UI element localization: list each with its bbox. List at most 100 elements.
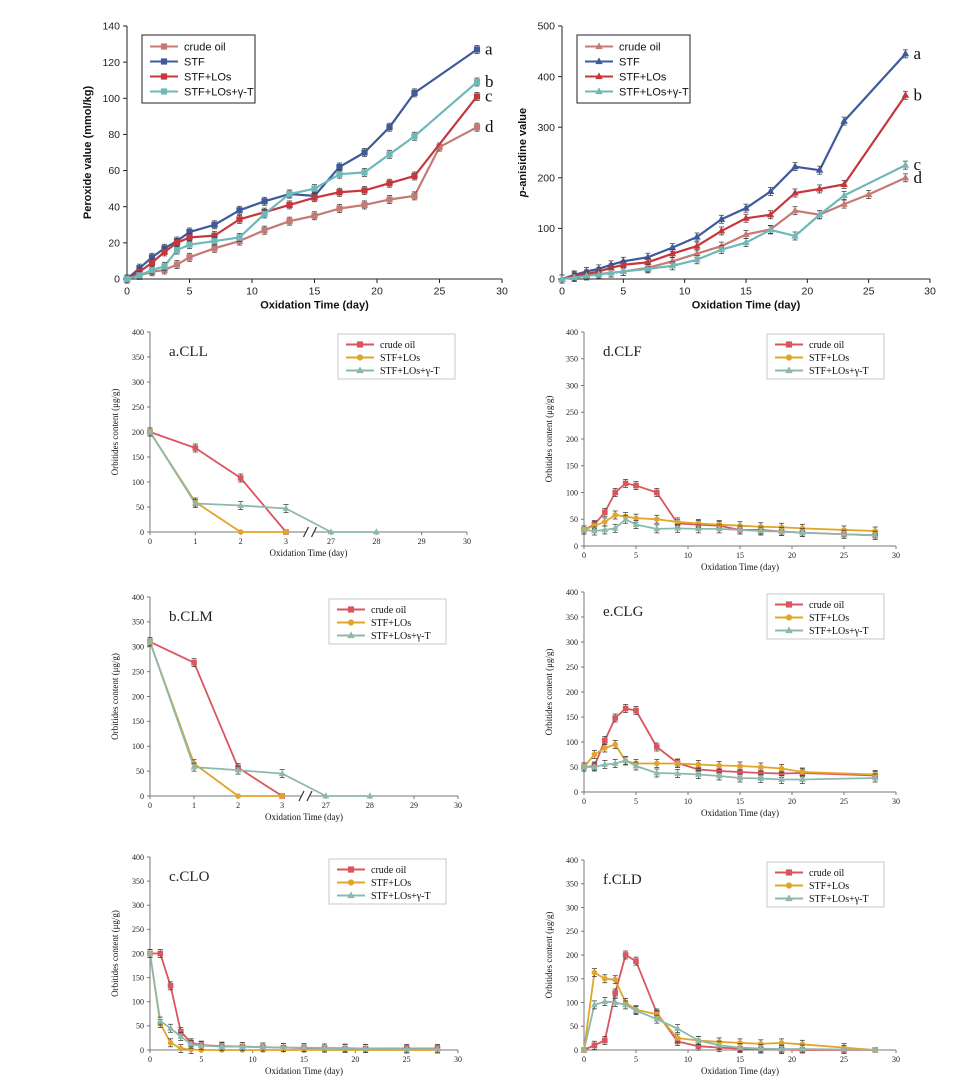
legend: crude oil STF+LOs STF+LOs+γ-T <box>328 598 447 645</box>
data-point <box>602 519 608 525</box>
data-point <box>361 169 368 176</box>
chart-cll: 0 50 100 150 200 250 300 350 400 0 1 2 3 27 28 29 30 Oxid… <box>110 328 471 558</box>
data-point <box>799 528 806 535</box>
data-point <box>633 482 639 489</box>
data-point <box>286 190 293 198</box>
data-point <box>311 194 318 201</box>
data-point <box>695 525 702 532</box>
y-tick-label: 350 <box>132 618 144 627</box>
data-point <box>362 1044 369 1051</box>
series-line <box>126 81 478 281</box>
series-line <box>149 641 370 797</box>
data-point <box>791 206 799 214</box>
legend-label: crude oil <box>184 41 226 53</box>
y-tick-label: 250 <box>566 927 578 936</box>
legend: crude oil STF STF+LOs STF+LOs+γ-T <box>141 34 256 104</box>
legend-marker <box>785 894 793 902</box>
data-point <box>386 124 393 131</box>
y-tick-label: 400 <box>132 593 144 602</box>
data-point <box>580 763 588 770</box>
x-tick-label: 0 <box>148 537 152 546</box>
data-point <box>611 759 619 766</box>
data-point <box>177 1032 185 1039</box>
series-stf-los <box>147 637 285 799</box>
data-point <box>167 1024 174 1031</box>
legend-marker <box>160 58 168 65</box>
x-tick-label: 28 <box>372 537 380 546</box>
legend-marker <box>347 619 355 626</box>
data-point <box>311 185 318 192</box>
y-tick-label: 200 <box>132 949 144 958</box>
y-tick-label: 120 <box>102 57 120 69</box>
legend-label: STF+LOs+γ-T <box>809 894 869 905</box>
data-point <box>612 489 619 496</box>
y-tick-label: 50 <box>570 1022 578 1031</box>
data-point <box>239 1042 246 1049</box>
data-point <box>815 166 824 173</box>
y-tick-label: 50 <box>570 763 578 772</box>
y-axis-label: Orbitides content (μg/g) <box>544 912 554 999</box>
data-point <box>653 525 661 532</box>
y-tick-label: 150 <box>566 713 578 722</box>
legend-marker <box>160 43 168 50</box>
x-tick-label: 3 <box>280 801 284 810</box>
data-point <box>336 205 343 212</box>
series-line <box>150 952 438 1050</box>
data-point <box>611 998 619 1005</box>
series-line <box>149 431 286 533</box>
legend-marker <box>347 631 355 639</box>
legend-label: STF+LOs+γ-T <box>184 86 254 98</box>
axis-break-mark <box>298 790 305 802</box>
y-tick-label: 0 <box>140 528 144 537</box>
x-tick-label: 5 <box>199 1055 203 1064</box>
y-tick-label: 350 <box>132 353 144 362</box>
legend-marker <box>785 882 793 889</box>
legend: crude oil STF+LOs STF+LOs+γ-T <box>766 333 885 380</box>
series-stf-los-t: b <box>123 72 494 284</box>
x-axis-label: Oxidation Time (day) <box>265 812 343 822</box>
data-point <box>871 531 879 538</box>
data-point <box>736 1043 744 1050</box>
legend-marker <box>785 366 793 374</box>
data-point <box>321 1044 328 1051</box>
data-point <box>361 149 368 156</box>
y-tick-label: 350 <box>566 355 578 364</box>
legend-marker <box>160 73 168 80</box>
y-axis-label-part: -anisidine value <box>517 108 529 191</box>
series-stf-los-t <box>146 427 380 535</box>
x-tick-label: 30 <box>454 801 462 810</box>
data-point <box>674 1024 681 1031</box>
y-tick-label: 150 <box>132 973 144 982</box>
series-end-label: c <box>913 155 921 174</box>
series-stf-los-t <box>580 514 879 540</box>
y-tick-label: 300 <box>537 122 555 134</box>
data-point <box>123 275 131 283</box>
data-point <box>791 188 799 196</box>
data-point <box>434 1045 441 1052</box>
y-tick-label: 100 <box>566 998 578 1007</box>
x-tick-label: 2 <box>236 801 240 810</box>
data-point <box>622 1001 629 1008</box>
series-crude-oil <box>581 704 879 780</box>
data-point <box>674 519 681 525</box>
y-tick-label: 300 <box>132 643 144 652</box>
data-point <box>601 760 609 767</box>
y-tick-label: 100 <box>537 223 555 235</box>
x-tick-label: 15 <box>736 551 744 560</box>
data-point <box>736 526 744 533</box>
data-point <box>473 46 481 53</box>
data-point <box>361 201 368 209</box>
legend-marker <box>160 88 168 95</box>
series-crude-oil <box>147 949 441 1053</box>
legend-marker <box>356 341 364 348</box>
x-tick-label: 30 <box>454 1055 462 1064</box>
x-tick-label: 25 <box>840 1055 848 1064</box>
data-point <box>341 1044 349 1051</box>
data-point <box>173 261 181 268</box>
x-tick-label: 1 <box>193 537 197 546</box>
legend-label: STF+LOs <box>809 613 849 624</box>
data-point <box>602 1037 608 1044</box>
data-point <box>191 499 199 506</box>
data-point <box>261 198 268 205</box>
data-point <box>668 261 677 269</box>
